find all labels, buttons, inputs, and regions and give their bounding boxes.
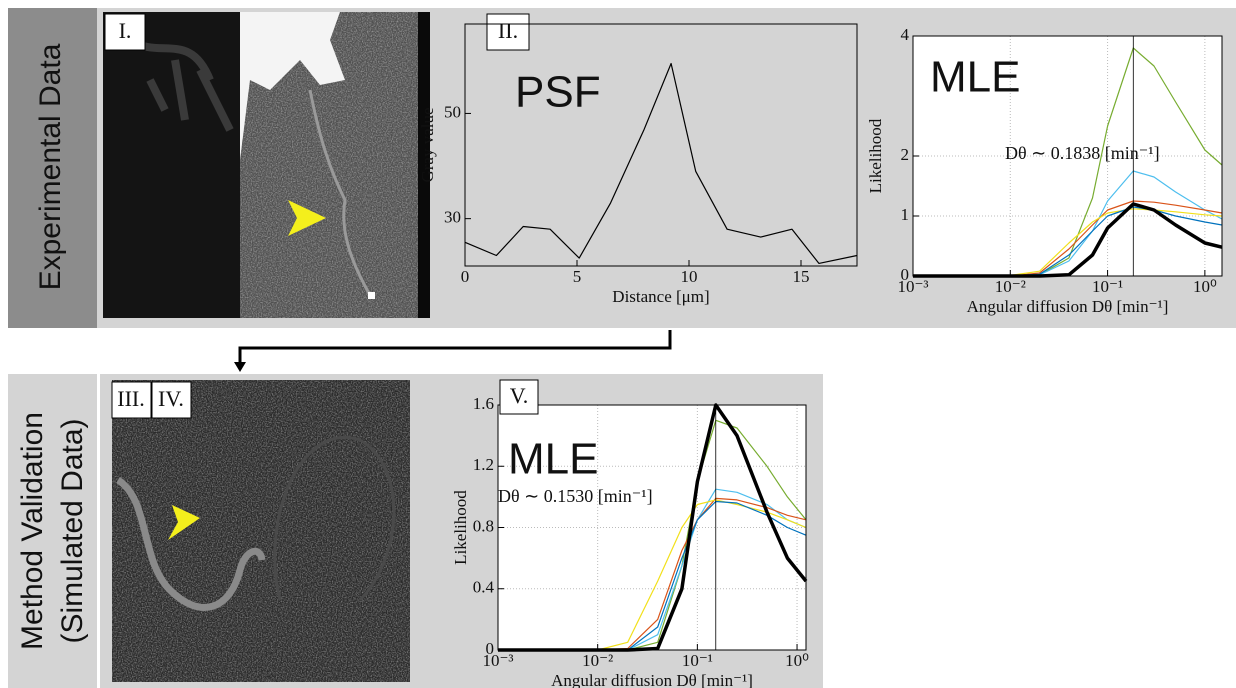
y-tick-label: 1.2 <box>473 455 494 474</box>
annotation: MLE <box>930 53 1020 102</box>
panel-label: III. <box>117 386 144 411</box>
y-tick-label: 0 <box>486 639 495 658</box>
axes-frame <box>912 35 1223 277</box>
estimate-note: Dθ ∼ 0.1530 [min⁻¹] <box>498 486 653 506</box>
x-tick-label: 10⁻¹ <box>682 651 713 670</box>
axes-frame <box>497 404 807 651</box>
y-tick-label: 50 <box>444 102 461 121</box>
strip-bottom <box>8 374 97 688</box>
strip-top <box>8 8 97 328</box>
strip-label: (Simulated Data) <box>56 418 89 643</box>
x-tick-label: 15 <box>793 267 810 286</box>
panel-box <box>486 13 530 51</box>
x-tick-label: 10⁻¹ <box>1092 277 1123 296</box>
panel-box <box>499 379 539 415</box>
micrograph-2 <box>112 380 410 682</box>
arrow-head <box>234 362 246 372</box>
y-tick-label: 0.4 <box>473 578 495 597</box>
x-tick-label: 10 <box>681 267 698 286</box>
x-axis-label: Angular diffusion Dθ [min⁻¹] <box>967 297 1169 316</box>
annotation: MLE <box>508 435 598 484</box>
x-tick-label: 10⁰ <box>1193 277 1217 296</box>
strip-label: Method Validation <box>16 412 49 650</box>
panel-box <box>111 381 152 419</box>
estimate-note: Dθ ∼ 0.1838 [min⁻¹] <box>1005 143 1160 163</box>
y-axis-label: Gray value <box>418 107 437 182</box>
x-tick-label: 10⁰ <box>785 651 809 670</box>
axes-frame <box>464 23 858 267</box>
y-axis-label: Likelihood <box>451 490 470 565</box>
y-tick-label: 0 <box>901 265 910 284</box>
x-tick-label: 10⁻² <box>995 277 1026 296</box>
x-tick-label: 0 <box>461 267 470 286</box>
panel-label: II. <box>498 18 518 43</box>
x-tick-label: 5 <box>573 267 582 286</box>
y-tick-label: 0.8 <box>473 516 494 535</box>
x-axis-label: Distance [μm] <box>612 287 709 306</box>
panel-label: I. <box>119 18 132 43</box>
data-line <box>464 62 858 264</box>
connector-arrow <box>238 330 672 364</box>
charts: 30 50 0 5 10 15 PSF Distance [μm] Gray value 0 1 2 4… <box>418 23 1223 688</box>
y-tick-label: 30 <box>444 208 461 227</box>
micrograph-1 <box>103 12 430 318</box>
panel-label: V. <box>510 383 529 408</box>
panel-box <box>151 381 192 419</box>
panel-label: IV. <box>158 386 184 411</box>
y-axis-label: Likelihood <box>866 118 885 193</box>
y-tick-label: 4 <box>901 25 910 44</box>
panel-box <box>104 13 146 51</box>
x-tick-label: 10⁻³ <box>897 277 928 296</box>
x-tick-label: 10⁻² <box>582 651 613 670</box>
y-tick-label: 1.6 <box>473 394 494 413</box>
y-tick-label: 1 <box>901 205 910 224</box>
x-axis-label: Angular diffusion Dθ [min⁻¹] <box>551 671 753 688</box>
strip-label: Experimental Data <box>34 43 67 290</box>
y-tick-label: 2 <box>901 145 910 164</box>
x-tick-label: 10⁻³ <box>482 651 513 670</box>
annotation: PSF <box>515 68 601 117</box>
